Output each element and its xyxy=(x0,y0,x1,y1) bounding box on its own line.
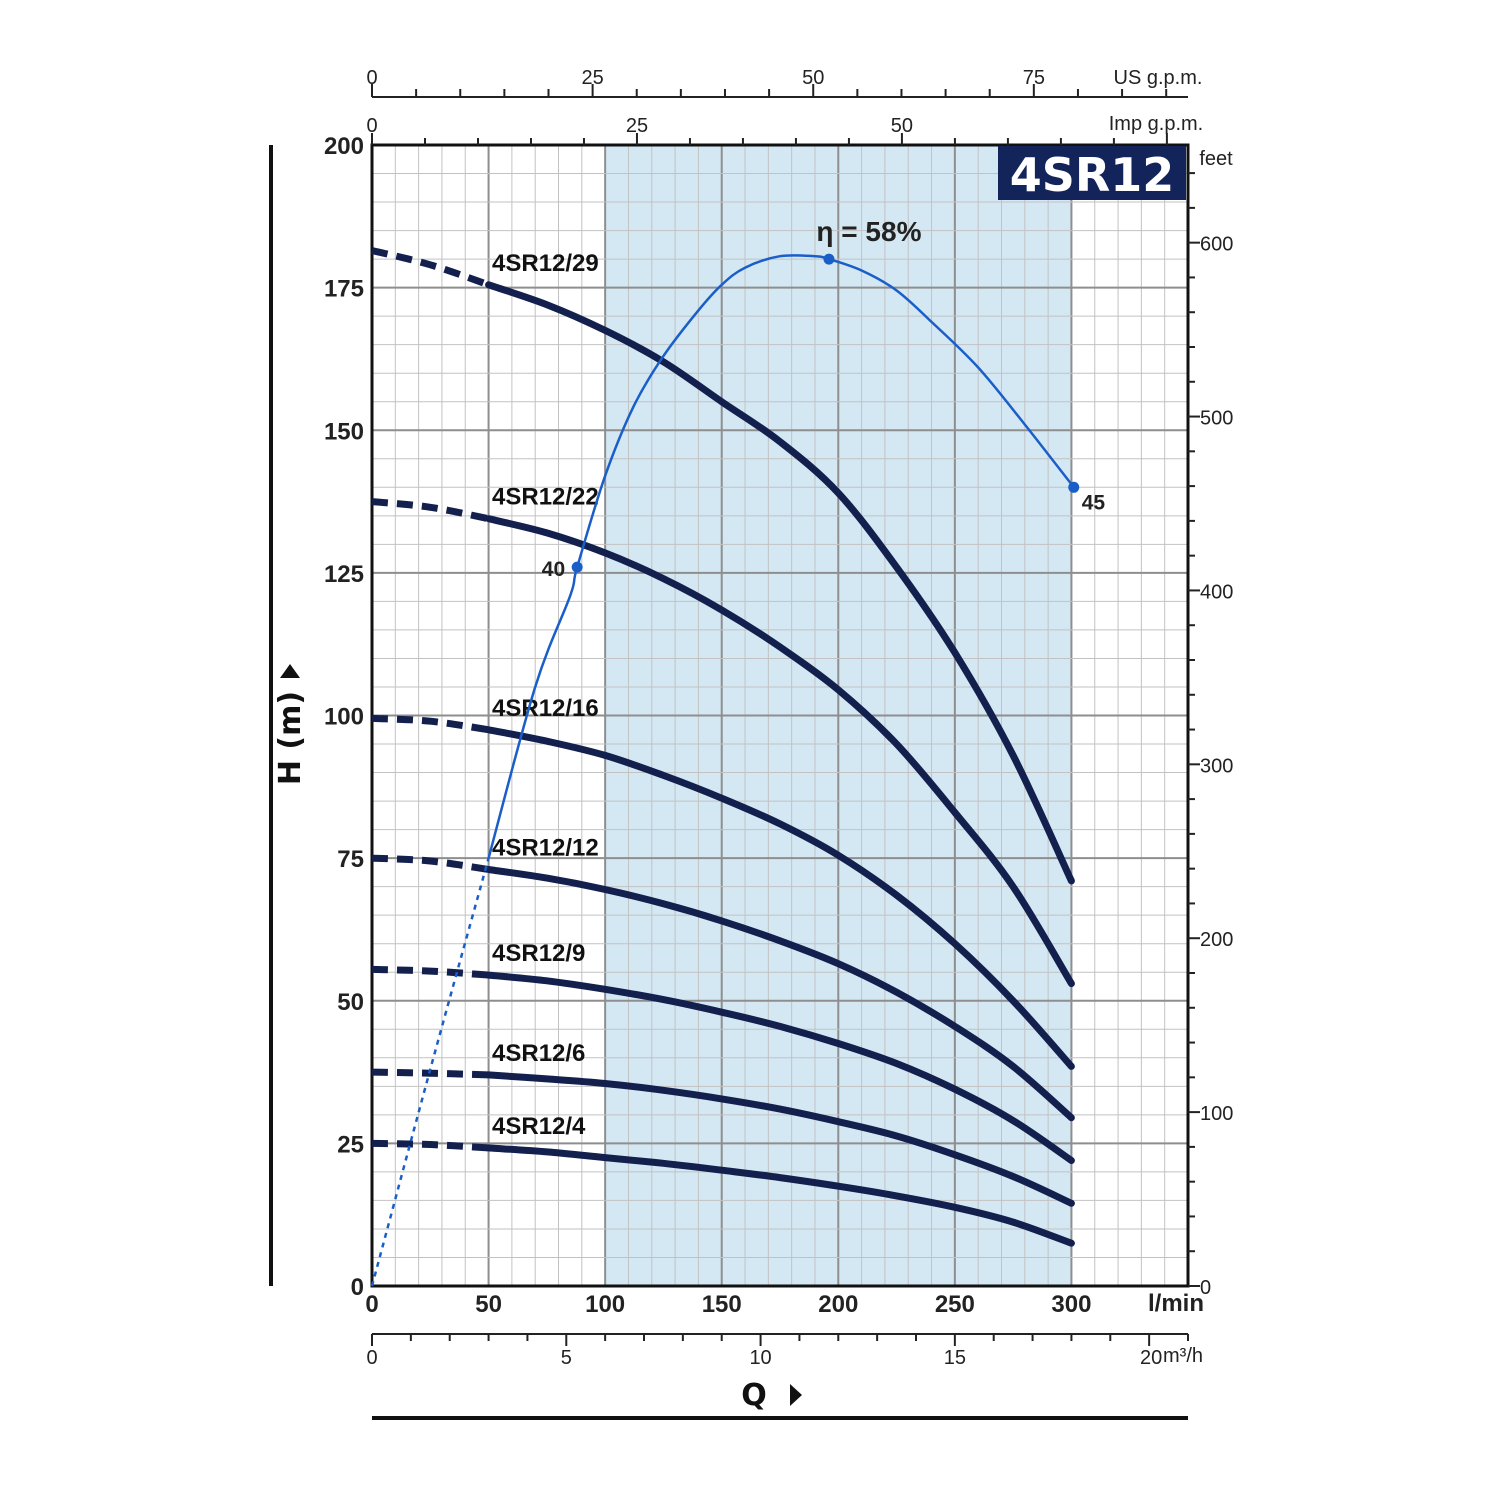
m3h-tick-label: 5 xyxy=(561,1347,572,1369)
us-gpm-tick-label: 0 xyxy=(366,67,377,89)
imp-gpm-unit: Imp g.p.m. xyxy=(1109,113,1203,135)
efficiency-point-label: 40 xyxy=(542,558,565,581)
curve-label: 4SR12/4 xyxy=(492,1113,586,1140)
m3h-tick-label: 15 xyxy=(944,1347,966,1369)
us-gpm-tick-label: 75 xyxy=(1023,67,1045,89)
pump-curve xyxy=(485,971,1075,1164)
efficiency-curve-line xyxy=(487,254,1075,859)
curve-label: 4SR12/22 xyxy=(492,484,599,511)
y-tick-label: 200 xyxy=(324,133,364,160)
x-unit: l/min xyxy=(1148,1290,1204,1317)
x-axis-title: Q xyxy=(741,1378,767,1413)
feet-tick-label: 200 xyxy=(1200,929,1233,951)
y-tick-label: 75 xyxy=(337,846,364,873)
y-tick-labels: 0 25 50 75 100 125 150 175 200 xyxy=(324,133,364,1301)
y-tick-label: 0 xyxy=(351,1274,364,1301)
x-tick-label: 300 xyxy=(1051,1291,1091,1318)
efficiency-label: η = 58% xyxy=(816,216,921,247)
x-tick-label: 200 xyxy=(818,1291,858,1318)
x-axis-arrow xyxy=(790,1384,802,1406)
pump-curve xyxy=(485,281,1075,885)
y-tick-label: 25 xyxy=(337,1131,364,1158)
y-tick-label: 150 xyxy=(324,418,364,445)
curve-label: 4SR12/6 xyxy=(492,1040,585,1067)
feet-tick-label: 500 xyxy=(1200,408,1233,430)
efficiency-point xyxy=(571,561,583,573)
imp-gpm-tick-label: 0 xyxy=(366,115,377,137)
x-tick-label: 250 xyxy=(935,1291,975,1318)
x-tick-label: 0 xyxy=(365,1291,378,1318)
pump-curve-dashed xyxy=(371,498,490,523)
x-tick-labels: 0 50 100 150 200 250 300 xyxy=(365,1291,1091,1318)
feet-tick-label: 100 xyxy=(1200,1103,1233,1125)
badge-background xyxy=(998,146,1186,200)
curve-label: 4SR12/29 xyxy=(492,250,599,277)
pump-curve-dashed xyxy=(371,1139,489,1152)
y-tick-label: 125 xyxy=(324,561,364,588)
feet-tick-label: 400 xyxy=(1200,581,1233,603)
feet-tick-label: 600 xyxy=(1200,234,1233,256)
pump-curve-dashed xyxy=(371,965,489,979)
pump-curve xyxy=(485,515,1075,988)
pump-curve xyxy=(485,1071,1075,1207)
efficiency-curve-dashed xyxy=(370,857,490,1287)
feet-axis: feet 0 100 200 300 400 500 600 xyxy=(1188,148,1233,1299)
badge-text: 4SR12 xyxy=(1010,148,1175,202)
feet-unit: feet xyxy=(1199,148,1233,170)
efficiency-point xyxy=(823,253,835,265)
x-tick-label: 50 xyxy=(475,1291,502,1318)
m3h-tick-label: 10 xyxy=(749,1347,771,1369)
pump-curve-dashed xyxy=(371,714,490,734)
pump-curve-dashed xyxy=(371,854,490,873)
efficiency-point xyxy=(1068,481,1080,493)
feet-tick-label: 0 xyxy=(1200,1277,1211,1299)
pump-curve xyxy=(485,866,1075,1122)
y-axis-arrow xyxy=(280,664,300,678)
efficiency-curve: 40 45 η = 58% xyxy=(370,216,1106,1287)
pump-curve-dashed xyxy=(371,247,490,289)
y-axis-title-group: H (m) xyxy=(269,145,308,1286)
pump-curve xyxy=(485,1144,1075,1247)
plot-frame xyxy=(370,143,1190,1288)
us-gpm-unit: US g.p.m. xyxy=(1114,67,1203,89)
curve-label: 4SR12/16 xyxy=(492,695,599,722)
x-tick-label: 100 xyxy=(585,1291,625,1318)
us-gpm-tick-label: 25 xyxy=(581,67,603,89)
curve-label: 4SR12/9 xyxy=(492,940,585,967)
imp-gpm-tick-label: 25 xyxy=(626,115,648,137)
y-tick-label: 50 xyxy=(337,989,364,1016)
m3h-unit: m³/h xyxy=(1163,1345,1203,1367)
pump-curve xyxy=(485,726,1075,1070)
pump-curves: 4SR12/29 4SR12/22 4SR12/16 4SR12/12 4SR12/9 4… xyxy=(371,247,1075,1247)
imp-gpm-tick-label: 50 xyxy=(891,115,913,137)
feet-tick-label: 300 xyxy=(1200,755,1233,777)
efficiency-point-label: 45 xyxy=(1082,491,1106,514)
top-axes: US g.p.m. Imp g.p.m. 0 25 50 75 0 25 50 xyxy=(366,67,1203,145)
us-gpm-tick-label: 50 xyxy=(802,67,824,89)
m3h-tick-label: 0 xyxy=(366,1347,377,1369)
m3h-tick-label: 20 xyxy=(1140,1347,1162,1369)
curve-label: 4SR12/12 xyxy=(492,835,599,862)
bottom-axes: l/min m³/h Q 0 5 10 15 20 xyxy=(366,1290,1204,1420)
y-tick-label: 100 xyxy=(324,704,364,731)
model-badge: 4SR12 xyxy=(998,146,1186,202)
x-tick-label: 150 xyxy=(702,1291,742,1318)
y-tick-label: 175 xyxy=(324,276,364,303)
y-axis-title: H (m) xyxy=(273,691,308,785)
